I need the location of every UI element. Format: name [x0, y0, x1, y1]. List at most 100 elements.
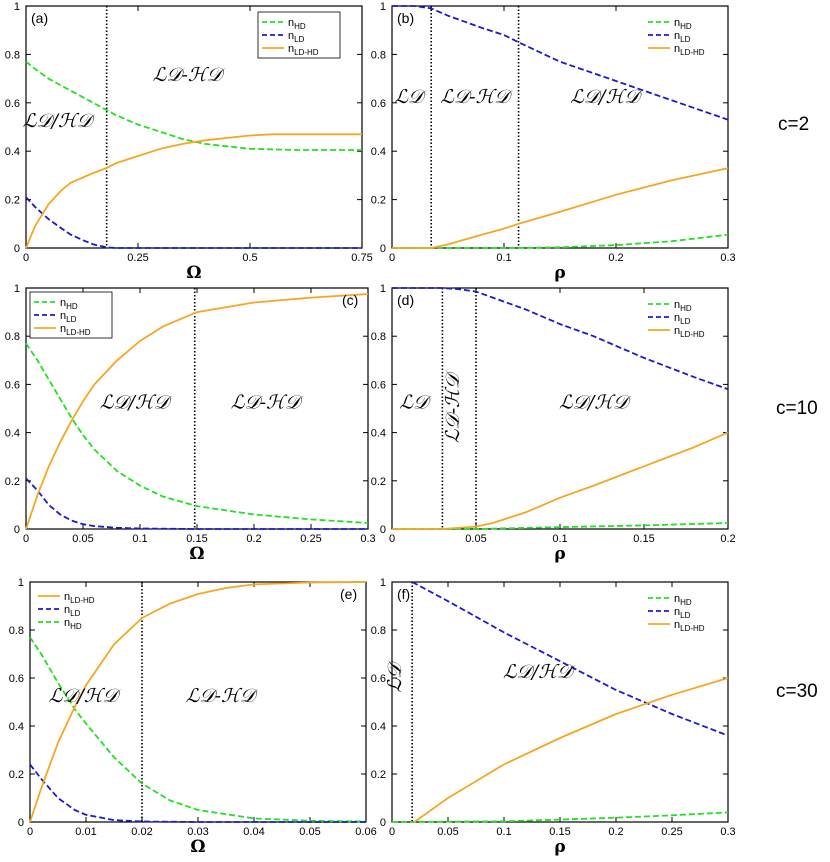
y-tick-label: 1 [14, 283, 20, 295]
y-tick-label: 0.8 [5, 49, 20, 61]
x-axis-label: ρ [554, 263, 565, 283]
plot-frame [391, 581, 729, 823]
x-tick-label: 0.05 [299, 826, 320, 838]
series-line-n-ld-hd [29, 581, 367, 823]
legend-entry: nLD-HD [674, 43, 705, 57]
region-label: ℒ𝒟-ℋ𝒟 [231, 392, 304, 414]
y-tick-label: 0.4 [5, 428, 20, 440]
region-label: ℒ𝒟/ℋ𝒟 [559, 392, 632, 414]
region-label: ℒ𝒟-ℋ𝒟 [442, 370, 464, 443]
legend-entry: nHD [288, 17, 306, 31]
series-line-n-ld [25, 196, 362, 249]
series-line-n-hd [392, 233, 729, 249]
y-tick-label: 0.6 [5, 379, 20, 391]
y-tick-label: 0.2 [9, 769, 24, 781]
y-tick-label: 0.6 [9, 673, 24, 685]
y-tick-label: 0.4 [371, 721, 386, 733]
x-tick-label: 0.1 [552, 533, 567, 545]
panel-2: 0 0.05 0.1 0.15 0.2 0.25 0.3 0 0.2 0.4 0.6 0.8 1 Ω ℒ𝒟/… [5, 283, 376, 564]
y-tick-label: 0.6 [371, 673, 386, 685]
x-tick-label: 0 [27, 826, 33, 838]
y-tick-label: 0.4 [5, 146, 20, 158]
y-tick-label: 1 [14, 1, 20, 13]
series-line-n-ld-hd [392, 167, 729, 249]
x-tick-label: 0 [389, 826, 395, 838]
y-tick-label: 0 [14, 524, 20, 536]
region-label: ℒ𝒟/ℋ𝒟 [570, 86, 643, 108]
x-tick-label: 0.1 [132, 533, 147, 545]
legend-entry: nHD [674, 593, 692, 607]
y-tick-label: 0.2 [5, 195, 20, 207]
row-label-c: c=30 [776, 681, 818, 702]
x-axis-label: ρ [554, 544, 565, 564]
y-tick-label: 0.2 [371, 195, 386, 207]
x-tick-label: 0.02 [131, 826, 152, 838]
x-tick-label: 0.75 [351, 252, 372, 264]
y-tick-label: 0.2 [371, 476, 386, 488]
legend-entry: nLD [64, 604, 81, 618]
y-tick-label: 0.8 [5, 331, 20, 343]
legend-entry: nLD [60, 310, 77, 324]
panel-4: 0 0.01 0.02 0.03 0.04 0.05 0.06 0 0.2 0.4 0.6 0.8 1 Ω… [9, 577, 377, 857]
panel-5: 0 0.05 0.1 0.15 0.2 0.25 0.3 0 0.2 0.4 0.6 0.8 1 ρ ℒ𝒟 ℒ… [371, 577, 736, 857]
series-line-n-hd [25, 342, 369, 524]
y-tick-label: 0.2 [371, 769, 386, 781]
x-tick-label: 0.05 [465, 533, 486, 545]
y-tick-label: 0 [380, 524, 386, 536]
x-tick-label: 0.05 [72, 533, 93, 545]
series-line-n-ld-hd [392, 431, 729, 530]
row-label-c: c=10 [776, 398, 818, 419]
panel-1: 0 0.1 0.2 0.3 0 0.2 0.4 0.6 0.8 1 ρ ℒ𝒟 ℒ𝒟-ℋ𝒟 ℒ𝒟/ℋ𝒟 (b)… [371, 1, 736, 283]
series-line-n-ld [25, 477, 368, 530]
region-label: ℒ𝒟/ℋ𝒟 [49, 685, 122, 707]
legend-entry: nLD [674, 606, 691, 620]
y-tick-label: 0.6 [5, 98, 20, 110]
y-tick-label: 0.8 [371, 49, 386, 61]
region-label: ℒ𝒟 [399, 392, 432, 414]
region-label: ℒ𝒟 [394, 86, 427, 108]
x-tick-label: 0.06 [355, 826, 376, 838]
legend-entry: nLD-HD [64, 591, 95, 605]
legend-entry: nLD-HD [674, 325, 705, 339]
series-line-n-hd [25, 60, 362, 151]
y-tick-label: 1 [380, 577, 386, 589]
x-tick-label: 0 [23, 533, 29, 545]
panel-label: (e) [340, 586, 357, 602]
y-tick-label: 0.4 [9, 721, 24, 733]
legend-entry: nLD [674, 30, 691, 44]
y-tick-label: 0 [18, 817, 24, 829]
series-line-n-ld [392, 287, 729, 391]
y-tick-label: 1 [380, 1, 386, 13]
series-line-n-ld-hd [25, 133, 362, 249]
x-tick-label: 0 [23, 252, 29, 264]
x-tick-label: 0.01 [75, 826, 96, 838]
legend-entry: nLD-HD [674, 619, 705, 633]
x-tick-label: 0.2 [608, 252, 623, 264]
panel-label: (a) [31, 10, 48, 26]
panel-label: (d) [397, 292, 414, 308]
x-tick-label: 0.3 [720, 252, 735, 264]
region-label: ℒ𝒟-ℋ𝒟 [153, 64, 226, 86]
x-axis-label: ρ [554, 837, 565, 857]
legend-entry: nHD [674, 17, 692, 31]
y-tick-label: 1 [380, 283, 386, 295]
panel-label: (b) [397, 10, 414, 26]
series-line-n-ld-hd [413, 677, 729, 823]
series-line-n-hd [391, 811, 729, 823]
x-tick-label: 0.03 [187, 826, 208, 838]
legend-entry: nLD-HD [60, 323, 91, 337]
x-tick-label: 0.1 [496, 826, 511, 838]
x-tick-label: 0.5 [242, 252, 257, 264]
x-tick-label: 0.3 [360, 533, 375, 545]
x-tick-label: 0.25 [300, 533, 321, 545]
legend-entry: nLD [674, 312, 691, 326]
x-axis-label: Ω [190, 837, 205, 857]
x-axis-label: Ω [186, 263, 201, 283]
legend-entry: nHD [60, 297, 78, 311]
